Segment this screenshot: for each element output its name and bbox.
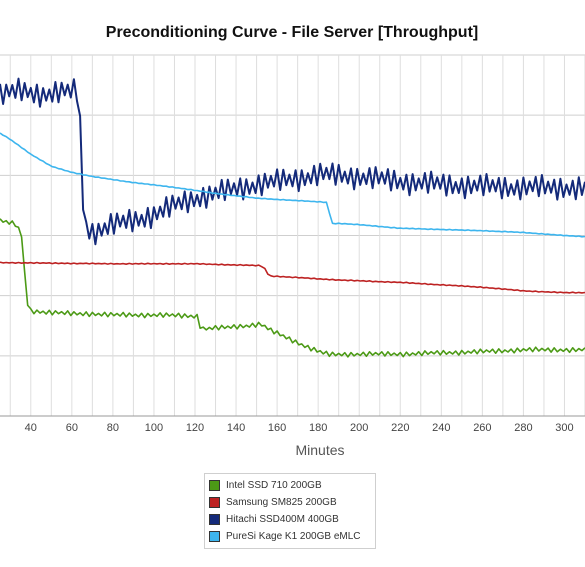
legend-swatch [209,531,220,542]
x-tick-label: 40 [25,422,37,434]
x-tick-label: 200 [350,422,368,434]
x-tick-label: 300 [555,422,573,434]
series-line-puresi-kage-k1-200gb-emlc [0,132,585,238]
legend-label: Samsung SM825 200GB [226,497,337,508]
legend-item: Intel SSD 710 200GB [209,477,371,494]
series-line-samsung-sm825-200gb [0,261,585,294]
legend-item: PureSi Kage K1 200GB eMLC [209,528,371,545]
x-tick-label: 220 [391,422,409,434]
chart-grid [0,54,585,417]
legend-item: Hitachi SSD400M 400GB [209,511,371,528]
x-axis-label: Minutes [295,442,344,458]
legend-swatch [209,480,220,491]
series-line-intel-ssd-710-200gb [0,218,585,358]
series-line-hitachi-ssd400m-400gb [0,77,585,246]
x-tick-label: 240 [432,422,450,434]
chart-title: Preconditioning Curve - File Server [Thr… [106,24,478,41]
x-tick-label: 260 [473,422,491,434]
legend-label: Hitachi SSD400M 400GB [226,514,339,525]
x-tick-label: 100 [145,422,163,434]
chart-legend: Intel SSD 710 200GB Samsung SM825 200GB Hi… [204,473,376,549]
x-tick-label: 180 [309,422,327,434]
x-tick-label: 140 [227,422,245,434]
x-tick-label: 60 [66,422,78,434]
legend-label: PureSi Kage K1 200GB eMLC [226,531,361,542]
legend-label: Intel SSD 710 200GB [226,480,322,491]
chart-series-layer [0,77,585,358]
legend-swatch [209,497,220,508]
x-tick-label: 120 [186,422,204,434]
x-tick-label: 280 [514,422,532,434]
legend-swatch [209,514,220,525]
chart-ticks: 40 60 80 100 120 140 160 180 200 220 240 260 280 300 [25,422,574,434]
x-tick-label: 80 [107,422,119,434]
x-tick-label: 160 [268,422,286,434]
legend-item: Samsung SM825 200GB [209,494,371,511]
